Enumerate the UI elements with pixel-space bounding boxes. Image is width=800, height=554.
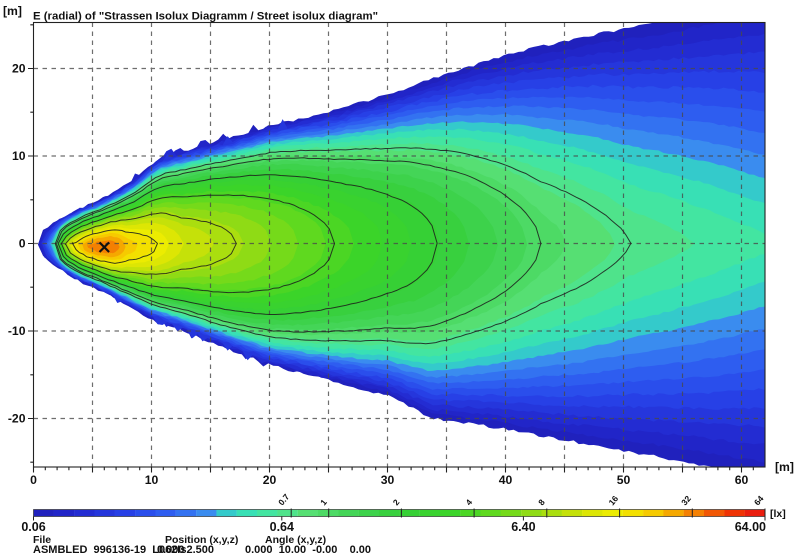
svg-text:File: File: [33, 534, 51, 546]
svg-text:-10: -10: [8, 324, 26, 338]
svg-text:E (radial) of "Strassen Isolux: E (radial) of "Strassen Isolux Diagramm …: [33, 11, 378, 23]
svg-text:[lx]: [lx]: [770, 508, 786, 520]
svg-text:0: 0: [30, 473, 37, 487]
svg-text:0.000: 0.000: [157, 544, 185, 554]
svg-text:8: 8: [536, 497, 547, 507]
svg-text:60: 60: [735, 473, 749, 487]
svg-text:10: 10: [12, 149, 26, 163]
svg-text:20: 20: [263, 473, 277, 487]
svg-text:50: 50: [617, 473, 631, 487]
svg-text:0.000 10.00 -0.00 0.00: 0.000 10.00 -0.00 0.00: [245, 544, 371, 554]
svg-text:2: 2: [391, 497, 402, 507]
svg-text:6.40: 6.40: [511, 520, 535, 534]
svg-text:ASMBLED_996136-19_L062Is2.500: ASMBLED_996136-19_L062Is2.500: [33, 544, 214, 554]
svg-text:4: 4: [463, 497, 474, 507]
svg-text:30: 30: [381, 473, 395, 487]
svg-text:0.06: 0.06: [21, 520, 45, 534]
svg-text:Angle (x,y,z): Angle (x,y,z): [265, 534, 326, 546]
svg-text:[m]: [m]: [3, 4, 22, 18]
svg-text:Position (x,y,z): Position (x,y,z): [165, 534, 238, 546]
svg-text:1: 1: [318, 497, 329, 507]
svg-text:64.00: 64.00: [735, 520, 766, 534]
svg-text:0: 0: [19, 237, 26, 251]
svg-text:[m]: [m]: [775, 460, 794, 474]
svg-text:10: 10: [145, 473, 159, 487]
svg-text:-20: -20: [8, 412, 26, 426]
svg-text:20: 20: [12, 62, 26, 76]
svg-text:0.64: 0.64: [270, 520, 294, 534]
svg-text:40: 40: [499, 473, 513, 487]
